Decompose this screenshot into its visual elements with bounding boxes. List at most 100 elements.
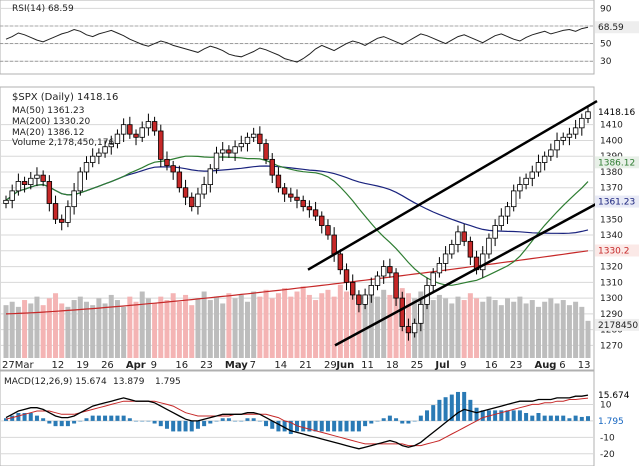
macd-histogram-bar [22, 412, 27, 421]
volume-bar [275, 293, 281, 358]
candle-body [325, 225, 331, 236]
candle-body [257, 133, 263, 144]
macd-histogram-bar [474, 407, 479, 421]
volume-bar [108, 294, 114, 358]
date-label: 27Mar [2, 360, 34, 371]
macd-histogram-bar [171, 420, 176, 432]
candle-body [368, 285, 374, 296]
candle-body [133, 133, 139, 138]
price-tick-label: 1320 [600, 263, 623, 273]
candle-body [46, 181, 53, 204]
volume-bar [436, 294, 442, 358]
macd-histogram-bar [524, 412, 529, 421]
volume-bar [374, 296, 380, 358]
candle-body [362, 294, 368, 305]
macd-tick-label: -10 [600, 433, 615, 443]
volume-bar [189, 305, 195, 358]
volume-bar [560, 300, 566, 358]
candle-body [145, 121, 152, 129]
candle-body [548, 149, 554, 157]
rsi-panel-frame [0, 0, 595, 75]
price-tick-label: 1350 [600, 215, 623, 225]
volume-bar [238, 294, 244, 358]
candle-body [226, 149, 232, 154]
channel-upper-line [307, 99, 598, 271]
macd-histogram-bar [431, 405, 436, 421]
volume-bar [127, 296, 133, 358]
volume-bar [585, 320, 591, 358]
ma50-legend: MA(50) 1361.23 [12, 106, 84, 116]
volume-bar [183, 294, 189, 358]
candle-body [195, 193, 201, 208]
candle-body [486, 237, 492, 255]
macd-histogram-bar [548, 415, 553, 421]
candle-body [449, 244, 455, 255]
volume-bar [474, 298, 480, 358]
rsi-line [5, 26, 589, 63]
macd-histogram-bar [257, 420, 262, 422]
price-tick-label: 1310 [600, 278, 623, 288]
macd-legend-macd: MACD(12,26,9) 15.674 [4, 377, 107, 387]
volume-bar [3, 305, 9, 358]
macd-histogram-bar [127, 418, 132, 421]
candle-body [294, 196, 300, 201]
macd-histogram-bar [517, 410, 522, 421]
volume-bar [28, 303, 34, 358]
macd-histogram-bar [276, 420, 281, 432]
candle-body [40, 174, 46, 182]
candle-body [523, 177, 529, 185]
candle-body [504, 206, 511, 217]
date-label: 16 [485, 360, 498, 371]
volume-bar [517, 296, 523, 358]
macd-histogram-bar [103, 415, 108, 421]
macd-histogram-bar [239, 420, 244, 422]
candle-body [139, 127, 145, 138]
candle-body [182, 187, 189, 198]
rsi-panel: 3050709068.59 [0, 4, 639, 67]
volume-bar [164, 300, 170, 358]
volume-bar [498, 305, 504, 358]
volume-bar [573, 301, 579, 358]
volume-bar [511, 301, 517, 358]
volume-bar [34, 296, 40, 358]
macd-histogram-bar [325, 420, 330, 432]
volume-bar [220, 303, 226, 358]
volume-bar [455, 296, 461, 358]
macd-tick-label: 10 [600, 400, 612, 410]
volume-bar [269, 298, 275, 358]
macd-histogram-bar [350, 420, 355, 432]
volume-bar [548, 298, 554, 358]
volume-bar [96, 298, 102, 358]
candle-body [114, 133, 121, 144]
date-label: 13 [578, 360, 591, 371]
candle-body [300, 199, 306, 208]
volume-bar [529, 300, 535, 358]
candle-body [207, 168, 214, 185]
ma50-value-tag-bg [595, 195, 639, 208]
candle-body [480, 253, 486, 271]
last-price-tag-bg [595, 105, 639, 118]
macd-histogram-bar [573, 415, 578, 421]
macd-histogram-bar [195, 420, 200, 429]
candle-body [288, 193, 294, 198]
volume-bar [430, 300, 436, 358]
candle-body [399, 297, 405, 327]
candle-body [319, 215, 325, 226]
candle-body [467, 240, 474, 258]
macd-histogram-bar [47, 420, 52, 424]
volume-bar [102, 303, 108, 358]
volume-bar [282, 288, 288, 358]
macd-histogram-bar [530, 415, 535, 421]
macd-histogram-bar [437, 399, 442, 421]
volume-bar [71, 300, 77, 358]
volume-bar [523, 303, 529, 358]
volume-bar [232, 298, 238, 358]
candle-body [263, 143, 269, 160]
volume-bar [542, 301, 548, 358]
date-label: 21 [299, 360, 312, 371]
volume-bar [381, 289, 387, 358]
macd-histogram-bar [375, 420, 380, 422]
volume-bar [566, 305, 572, 358]
candle-body [579, 117, 585, 129]
candle-body [281, 187, 288, 195]
